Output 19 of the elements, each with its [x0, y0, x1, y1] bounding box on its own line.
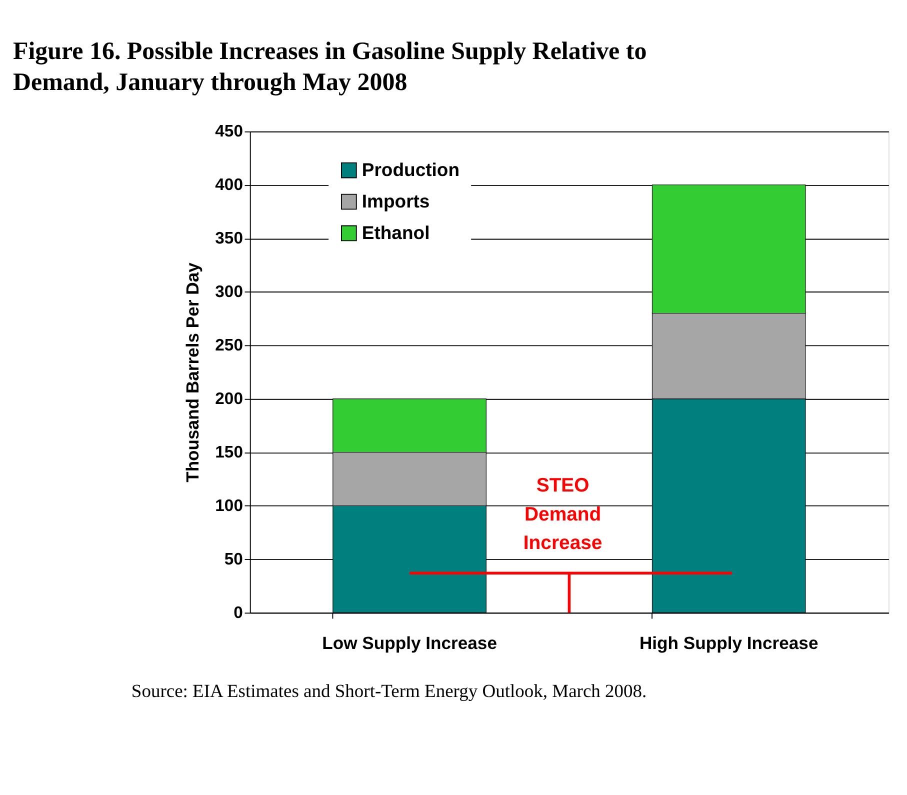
legend-label: Ethanol [362, 222, 430, 243]
y-tick-label: 0 [234, 602, 243, 622]
x-tick-label: Low Supply Increase [322, 633, 498, 654]
y-tick-label: 250 [215, 335, 243, 354]
legend-label: Production [362, 158, 460, 180]
y-axis-title: Thousand Barrels Per Day [182, 262, 202, 482]
y-tick-label: 450 [215, 122, 243, 141]
x-tick-label: High Supply Increase [639, 633, 818, 654]
source-note: Source: EIA Estimates and Short-Term Energy Outlook, March 2008. [131, 682, 647, 702]
ref-line-label: STEO Demand Increase [523, 474, 602, 554]
y-tick-label: 400 [215, 174, 243, 194]
y-tick-label: 150 [215, 442, 243, 462]
chart-title: Figure 16. Possible Increases in Gasoline Supply Relative to Demand, January through May 2008 [12, 38, 647, 96]
y-tick-label: 100 [215, 496, 243, 515]
legend-label: Imports [362, 190, 430, 212]
y-tick-label: 350 [215, 228, 243, 248]
y-tick-label: 200 [215, 388, 243, 408]
y-tick-label: 300 [215, 282, 243, 301]
y-tick-label: 50 [224, 549, 243, 568]
